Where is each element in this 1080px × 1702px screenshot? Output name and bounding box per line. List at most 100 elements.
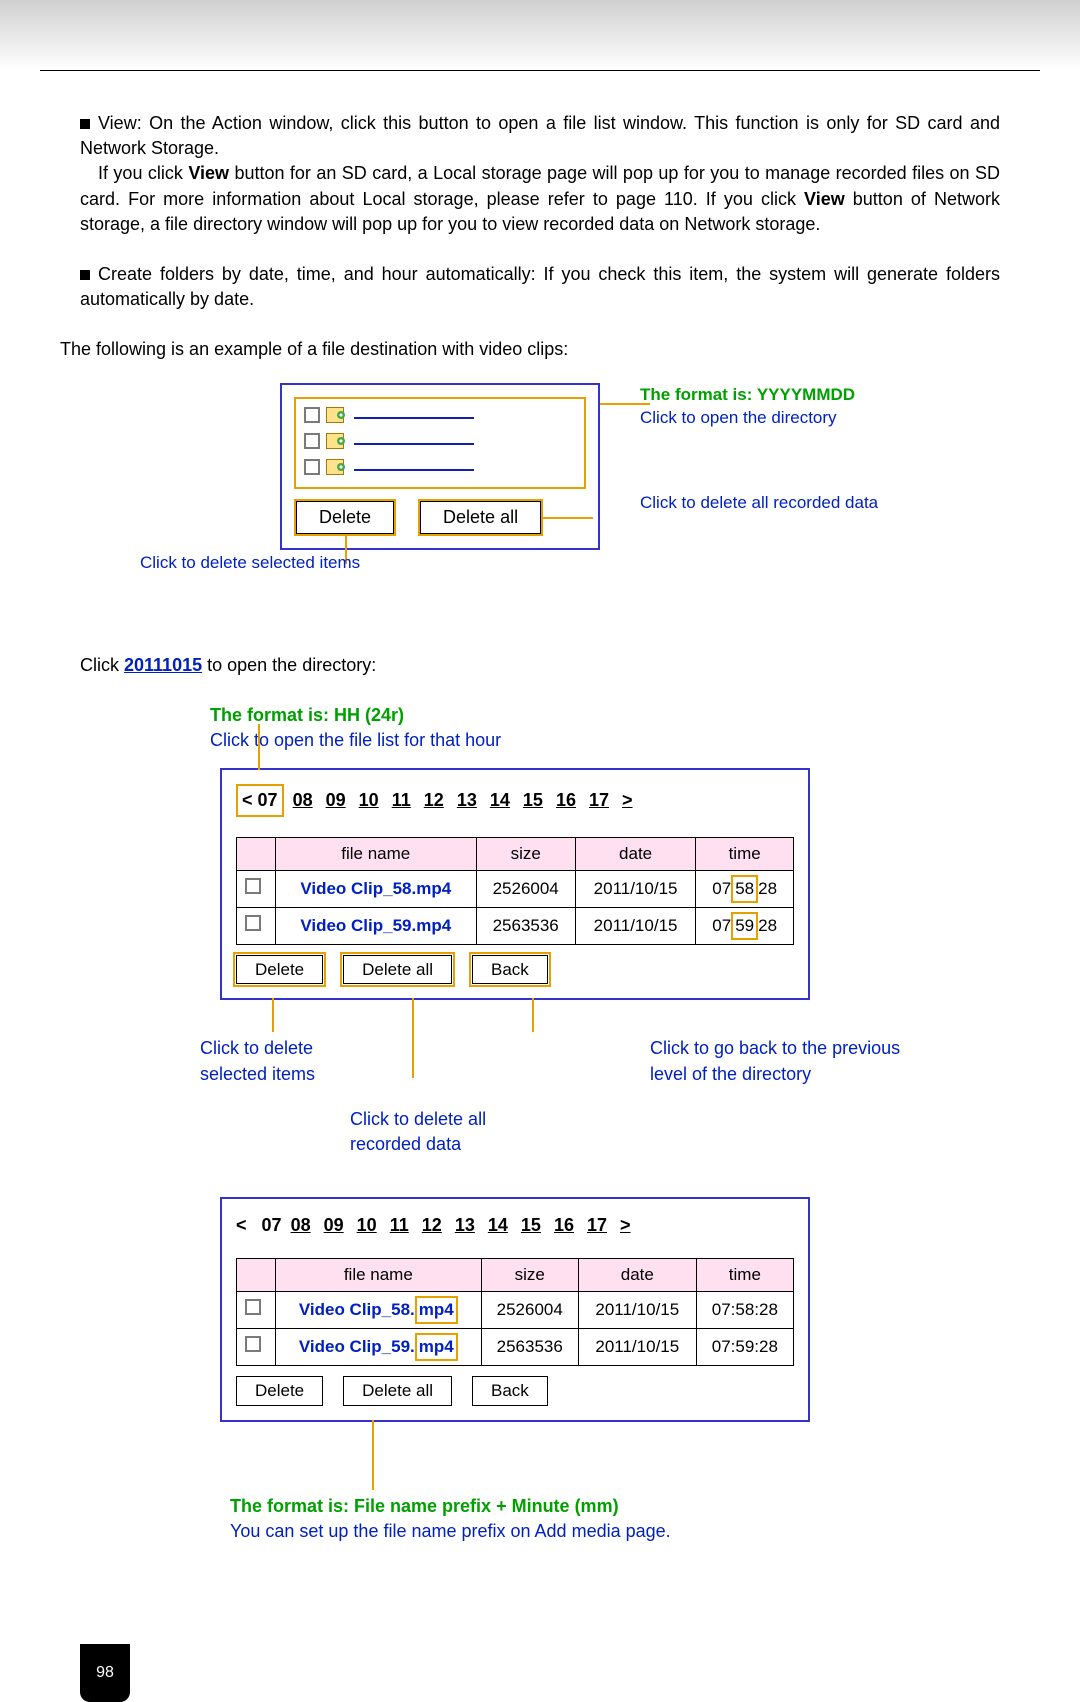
click-prefix: Click [80, 655, 124, 675]
example-intro: The following is an example of a file de… [60, 337, 1000, 362]
folder-panel: Delete Delete all [280, 383, 600, 550]
row-checkbox[interactable] [245, 878, 261, 894]
table-row: Video Clip_59.mp4 2563536 2011/10/15 075… [237, 907, 794, 944]
hour-link[interactable]: 17 [587, 1215, 607, 1235]
file-panel-2-wrap: < 07 08 09 10 11 12 13 14 15 16 17 > fil… [200, 1197, 1000, 1544]
hour-link[interactable]: 11 [392, 790, 411, 810]
minute-highlight: 59 [731, 912, 758, 940]
folder-checkbox[interactable] [304, 433, 320, 449]
back-button[interactable]: Back [472, 1376, 548, 1406]
folder-diagram: Delete Delete all The format is: YYYYMMD… [80, 383, 1000, 603]
hour-link[interactable]: 13 [457, 790, 477, 810]
file-link[interactable]: Video Clip_59.mp4 [276, 907, 477, 944]
back-annot: Click to go back to the previous level o… [650, 1036, 910, 1086]
hour-link[interactable]: 09 [326, 790, 346, 810]
hour-prev[interactable]: < [242, 790, 253, 810]
hour-next[interactable]: > [622, 790, 633, 810]
folder-link[interactable] [354, 463, 474, 471]
file-link[interactable]: Video Clip_58.mp4 [276, 1292, 482, 1329]
folder-row[interactable] [304, 407, 576, 423]
hour-link[interactable]: 07 [262, 1215, 282, 1235]
delete-all-button[interactable]: Delete all [343, 955, 452, 985]
page-number: 98 [80, 1644, 130, 1702]
hour-link[interactable]: 15 [523, 790, 543, 810]
hour-link[interactable]: 16 [554, 1215, 574, 1235]
row-checkbox[interactable] [245, 915, 261, 931]
delete-all-annot: Click to delete all recorded data [350, 1107, 530, 1157]
folder-checkbox[interactable] [304, 459, 320, 475]
hour-link[interactable]: 08 [291, 1215, 311, 1235]
hour-link[interactable]: 08 [293, 790, 313, 810]
click-suffix: to open the directory: [202, 655, 376, 675]
back-button[interactable]: Back [472, 955, 548, 985]
folder-icon[interactable] [326, 433, 344, 449]
hour-link[interactable]: 11 [390, 1215, 409, 1235]
view-intro-text: View: On the Action window, click this b… [80, 113, 1000, 158]
date-cell: 2011/10/15 [578, 1328, 696, 1365]
hour-link[interactable]: 17 [589, 790, 609, 810]
file-panel-1: < 07 08 09 10 11 12 13 14 15 16 17 > fil… [220, 768, 810, 1000]
hour-link[interactable]: 07 [258, 790, 278, 810]
folder-row[interactable] [304, 459, 576, 475]
hour-link[interactable]: 13 [455, 1215, 475, 1235]
row-checkbox[interactable] [245, 1299, 261, 1315]
delete-all-annot: Click to delete all recorded data [640, 491, 878, 515]
delete-button[interactable]: Delete [236, 955, 323, 985]
hour-bar: < 07 08 09 10 11 12 13 14 15 16 17 > [236, 784, 794, 817]
hour-open-label: Click to open the file list for that hou… [210, 728, 1000, 753]
file-table: file name size date time Video Clip_58.m… [236, 1258, 794, 1365]
folder-link[interactable] [354, 437, 474, 445]
hour-link[interactable]: 15 [521, 1215, 541, 1235]
open-dir-annot: Click to open the directory [640, 406, 855, 430]
hour-link[interactable]: 14 [488, 1215, 508, 1235]
folder-checkbox[interactable] [304, 407, 320, 423]
hour-next[interactable]: > [620, 1215, 631, 1235]
folder-icon[interactable] [326, 459, 344, 475]
size-cell: 2526004 [481, 1292, 578, 1329]
date-cell: 2011/10/15 [575, 871, 695, 908]
delete-sel-annot: Click to delete selected items [200, 1036, 360, 1086]
col-time: time [696, 1259, 793, 1292]
delete-all-button[interactable]: Delete all [343, 1376, 452, 1406]
create-folders-text: Create folders by date, time, and hour a… [80, 264, 1000, 309]
hour-link[interactable]: 14 [490, 790, 510, 810]
delete-button[interactable]: Delete [236, 1376, 323, 1406]
date-cell: 2011/10/15 [575, 907, 695, 944]
folder-link[interactable] [354, 411, 474, 419]
filename-note-label: You can set up the file name prefix on A… [230, 1519, 1000, 1544]
hour-format-label: The format is: HH (24r) [210, 703, 1000, 728]
dir-link[interactable]: 20111015 [124, 655, 202, 675]
view-bullet: View: On the Action window, click this b… [80, 111, 1000, 237]
delete-all-button[interactable]: Delete all [420, 501, 541, 534]
file-link[interactable]: Video Clip_58.mp4 [276, 871, 477, 908]
size-cell: 2563536 [481, 1328, 578, 1365]
col-filename: file name [276, 1259, 482, 1292]
hour-annot-block: The format is: HH (24r) Click to open th… [210, 703, 1000, 753]
hour-prev[interactable]: < [236, 1215, 247, 1235]
delete-button[interactable]: Delete [296, 501, 394, 534]
file-panel-1-wrap: < 07 08 09 10 11 12 13 14 15 16 17 > fil… [200, 768, 1000, 1157]
hour-link[interactable]: 12 [422, 1215, 442, 1235]
delete-all-highlight: Delete all [418, 499, 543, 536]
time-cell: 075828 [696, 871, 794, 908]
bullet-icon [80, 119, 90, 129]
hour-link[interactable]: 10 [359, 790, 379, 810]
file-panel-2: < 07 08 09 10 11 12 13 14 15 16 17 > fil… [220, 1197, 810, 1421]
folder-row[interactable] [304, 433, 576, 449]
size-cell: 2563536 [476, 907, 575, 944]
col-time: time [696, 838, 794, 871]
hour-link[interactable]: 10 [357, 1215, 377, 1235]
delete-highlight: Delete [294, 499, 396, 536]
file-table: file name size date time Video Clip_58.m… [236, 837, 794, 944]
hour-bar: < 07 08 09 10 11 12 13 14 15 16 17 > [236, 1213, 794, 1238]
hour-link[interactable]: 16 [556, 790, 576, 810]
format-annot: The format is: YYYYMMDD [640, 383, 855, 407]
folder-icon[interactable] [326, 407, 344, 423]
hour-link[interactable]: 12 [424, 790, 444, 810]
col-size: size [481, 1259, 578, 1292]
row-checkbox[interactable] [245, 1336, 261, 1352]
hour-link[interactable]: 09 [324, 1215, 344, 1235]
size-cell: 2526004 [476, 871, 575, 908]
file-link[interactable]: Video Clip_59.mp4 [276, 1328, 482, 1365]
table-header-row: file name size date time [237, 838, 794, 871]
